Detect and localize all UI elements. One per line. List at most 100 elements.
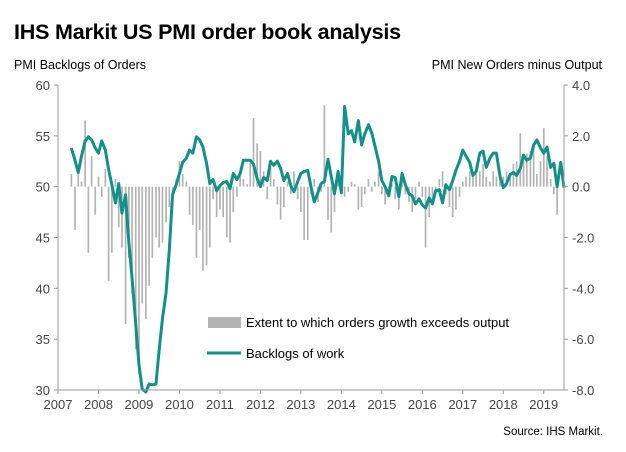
bar-81 bbox=[343, 186, 346, 197]
bar-60 bbox=[272, 179, 275, 187]
bar-13 bbox=[114, 179, 117, 187]
bar-120 bbox=[475, 173, 478, 187]
bar-33 bbox=[181, 173, 184, 187]
bar-91 bbox=[377, 171, 380, 187]
bar-109 bbox=[438, 179, 441, 187]
bar-130 bbox=[509, 173, 512, 187]
bar-119 bbox=[472, 176, 474, 187]
bar-107 bbox=[431, 186, 434, 202]
bar-43 bbox=[215, 186, 218, 218]
axes: 30 35 40 45 50 55 60 -8.0 -6.0 -4.0 -2.0 0.0 2.0 4.0 2… bbox=[36, 78, 595, 412]
bar-140 bbox=[542, 128, 545, 187]
bar-88 bbox=[367, 179, 370, 187]
left-tick-label-5: 55 bbox=[36, 129, 50, 144]
left-tick-label-3: 45 bbox=[36, 231, 50, 246]
x-tick-label-11: 2018 bbox=[489, 397, 518, 412]
bar-93 bbox=[384, 186, 386, 205]
bar-61 bbox=[276, 186, 279, 205]
x-tick-label-1: 2008 bbox=[84, 397, 113, 412]
x-tick-label-2: 2009 bbox=[124, 397, 153, 412]
x-tick-label-4: 2011 bbox=[206, 397, 234, 412]
bar-66 bbox=[293, 171, 295, 187]
bar-28 bbox=[165, 186, 167, 223]
line-series bbox=[69, 104, 566, 394]
bar-1 bbox=[74, 186, 76, 230]
chart-title: IHS Markit US PMI order book analysis bbox=[14, 20, 401, 44]
bar-141 bbox=[546, 156, 548, 187]
bar-96 bbox=[394, 186, 397, 200]
bar-125 bbox=[492, 171, 495, 187]
bar-22 bbox=[145, 186, 147, 319]
bar-123 bbox=[485, 176, 488, 187]
bar-122 bbox=[482, 163, 484, 187]
left-tick-label-0: 30 bbox=[36, 383, 50, 398]
bar-21 bbox=[141, 186, 144, 304]
right-tick-label-5: 2.0 bbox=[572, 129, 590, 144]
bar-142 bbox=[549, 179, 552, 187]
x-tick-label-6: 2013 bbox=[286, 397, 315, 412]
bar-114 bbox=[455, 186, 457, 210]
bar-46 bbox=[225, 186, 228, 238]
bar-59 bbox=[269, 166, 272, 187]
left-tick-label-2: 40 bbox=[36, 281, 50, 296]
bar-9 bbox=[100, 186, 103, 197]
bar-8 bbox=[97, 176, 100, 187]
bar-5 bbox=[87, 186, 90, 253]
bar-86 bbox=[360, 186, 363, 207]
bar-14 bbox=[117, 186, 120, 228]
bar-116 bbox=[461, 181, 464, 187]
bar-23 bbox=[148, 186, 150, 286]
legend: Extent to which orders growth exceeds ou… bbox=[207, 315, 509, 361]
bar-110 bbox=[441, 171, 444, 187]
right-tick-label-4: 0.0 bbox=[572, 180, 590, 195]
bar-102 bbox=[414, 186, 417, 200]
bar-62 bbox=[279, 186, 282, 220]
bar-90 bbox=[374, 181, 376, 187]
bar-65 bbox=[289, 186, 292, 195]
x-tick-label-0: 2007 bbox=[44, 397, 73, 412]
bar-10 bbox=[104, 168, 107, 187]
source-note: Source: IHS Markit. bbox=[503, 426, 603, 438]
bar-15 bbox=[121, 186, 123, 248]
bar-143 bbox=[553, 186, 555, 195]
bar-131 bbox=[512, 163, 515, 187]
bar-99 bbox=[404, 186, 407, 195]
bar-135 bbox=[525, 153, 528, 187]
bar-series bbox=[70, 105, 558, 375]
bar-64 bbox=[286, 181, 289, 187]
bar-50 bbox=[239, 173, 242, 187]
legend-bar-label: Extent to which orders growth exceeds ou… bbox=[246, 315, 509, 330]
bar-87 bbox=[364, 186, 366, 195]
left-axis-title: PMI Backlogs of Orders bbox=[14, 58, 146, 72]
bar-39 bbox=[202, 186, 204, 271]
legend-line-label: Backlogs of work bbox=[246, 346, 345, 361]
bar-35 bbox=[188, 186, 191, 215]
x-tick-label-5: 2012 bbox=[246, 397, 275, 412]
bar-76 bbox=[327, 186, 329, 220]
bar-75 bbox=[323, 105, 326, 187]
bar-16 bbox=[124, 186, 127, 324]
bar-129 bbox=[505, 171, 508, 187]
bar-42 bbox=[212, 186, 214, 200]
bar-38 bbox=[198, 186, 201, 230]
bar-128 bbox=[502, 176, 505, 187]
bar-0 bbox=[70, 173, 73, 187]
bar-56 bbox=[259, 151, 262, 187]
left-tick-label-4: 50 bbox=[36, 180, 50, 195]
bar-89 bbox=[370, 186, 373, 192]
bar-4 bbox=[84, 120, 86, 187]
bar-83 bbox=[350, 181, 353, 187]
bar-6 bbox=[90, 156, 93, 187]
bar-136 bbox=[529, 151, 532, 187]
bar-112 bbox=[448, 186, 451, 207]
right-tick-label-1: -6.0 bbox=[572, 332, 594, 347]
bar-27 bbox=[161, 186, 164, 243]
bar-52 bbox=[246, 184, 248, 187]
legend-bar-swatch bbox=[208, 317, 241, 328]
bar-44 bbox=[219, 186, 221, 210]
x-tick-label-8: 2015 bbox=[367, 397, 396, 412]
bar-18 bbox=[131, 186, 133, 294]
x-tick-label-7: 2014 bbox=[327, 397, 356, 412]
bar-34 bbox=[185, 181, 188, 187]
